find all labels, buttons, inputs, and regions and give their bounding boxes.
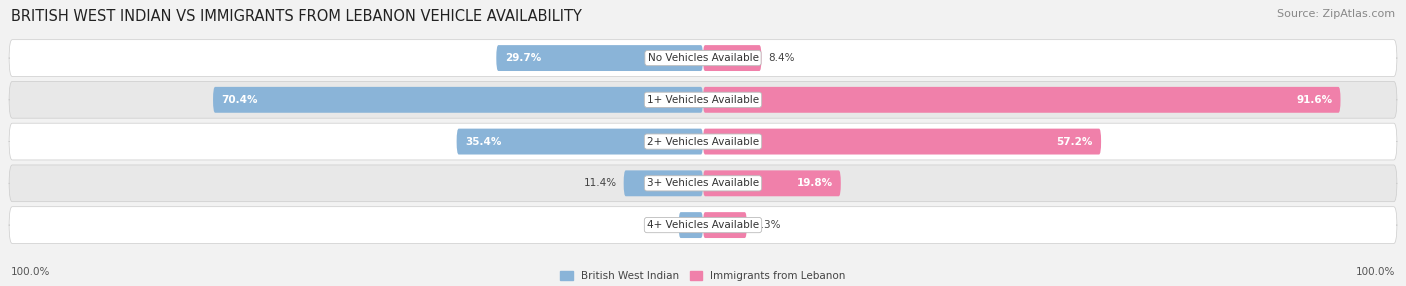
Text: 70.4%: 70.4% xyxy=(221,95,257,105)
Text: Source: ZipAtlas.com: Source: ZipAtlas.com xyxy=(1277,9,1395,19)
FancyBboxPatch shape xyxy=(703,212,747,238)
FancyBboxPatch shape xyxy=(8,82,1398,118)
FancyBboxPatch shape xyxy=(703,87,1340,113)
Text: 3.5%: 3.5% xyxy=(645,220,672,230)
FancyBboxPatch shape xyxy=(457,129,703,154)
Text: 4+ Vehicles Available: 4+ Vehicles Available xyxy=(647,220,759,230)
Text: 3+ Vehicles Available: 3+ Vehicles Available xyxy=(647,178,759,188)
FancyBboxPatch shape xyxy=(8,123,1398,160)
Text: 100.0%: 100.0% xyxy=(1355,267,1395,277)
Text: 100.0%: 100.0% xyxy=(11,267,51,277)
Text: 35.4%: 35.4% xyxy=(465,137,502,146)
Text: 8.4%: 8.4% xyxy=(769,53,794,63)
FancyBboxPatch shape xyxy=(679,212,703,238)
Text: BRITISH WEST INDIAN VS IMMIGRANTS FROM LEBANON VEHICLE AVAILABILITY: BRITISH WEST INDIAN VS IMMIGRANTS FROM L… xyxy=(11,9,582,23)
FancyBboxPatch shape xyxy=(703,45,762,71)
Text: 2+ Vehicles Available: 2+ Vehicles Available xyxy=(647,137,759,146)
FancyBboxPatch shape xyxy=(8,40,1398,76)
FancyBboxPatch shape xyxy=(703,129,1101,154)
Text: 29.7%: 29.7% xyxy=(505,53,541,63)
Text: 91.6%: 91.6% xyxy=(1296,95,1331,105)
FancyBboxPatch shape xyxy=(624,170,703,196)
Text: 57.2%: 57.2% xyxy=(1056,137,1092,146)
FancyBboxPatch shape xyxy=(496,45,703,71)
Text: No Vehicles Available: No Vehicles Available xyxy=(648,53,758,63)
Text: 6.3%: 6.3% xyxy=(754,220,780,230)
FancyBboxPatch shape xyxy=(703,170,841,196)
Text: 19.8%: 19.8% xyxy=(796,178,832,188)
Legend: British West Indian, Immigrants from Lebanon: British West Indian, Immigrants from Leb… xyxy=(560,271,846,281)
FancyBboxPatch shape xyxy=(214,87,703,113)
FancyBboxPatch shape xyxy=(8,165,1398,202)
Text: 11.4%: 11.4% xyxy=(583,178,617,188)
Text: 1+ Vehicles Available: 1+ Vehicles Available xyxy=(647,95,759,105)
FancyBboxPatch shape xyxy=(8,207,1398,243)
